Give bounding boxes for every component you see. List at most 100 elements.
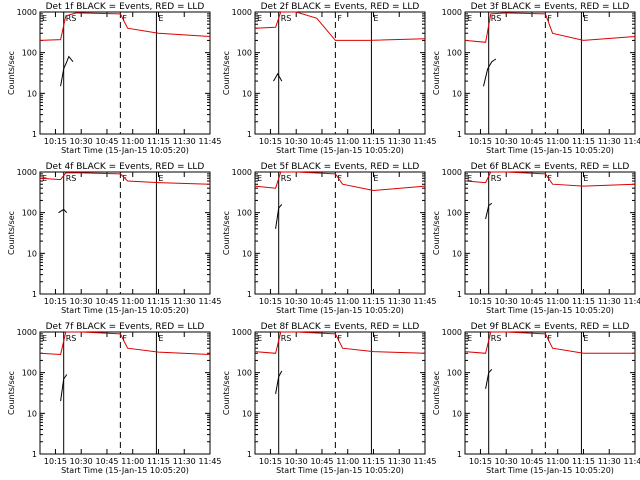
phase-marker-label: F xyxy=(337,334,342,343)
x-tick-label: 11:15 xyxy=(362,297,385,306)
y-axis-label: Counts/sec xyxy=(432,371,441,415)
phase-marker-label: F xyxy=(547,334,552,343)
x-tick-label: 10:15 xyxy=(469,457,492,466)
y-tick-label: 100 xyxy=(22,369,37,378)
y-tick-label: 100 xyxy=(22,49,37,58)
x-tick-label: 11:00 xyxy=(336,457,359,466)
y-axis-label: Counts/sec xyxy=(222,211,231,255)
x-tick-label: 11:00 xyxy=(546,297,569,306)
x-tick-label: 11:00 xyxy=(121,457,144,466)
x-tick-label: 11:15 xyxy=(147,297,170,306)
y-tick-label: 1 xyxy=(247,130,252,139)
lld-series-line xyxy=(254,331,426,354)
phase-marker-label: F xyxy=(337,14,342,23)
events-series-line xyxy=(485,202,493,220)
y-tick-label: 100 xyxy=(237,209,252,218)
events-series-line xyxy=(483,58,497,87)
x-tick-label: 11:30 xyxy=(598,137,621,146)
x-tick-label: 10:15 xyxy=(259,457,282,466)
lld-series-line xyxy=(464,171,636,187)
x-tick-label: 10:30 xyxy=(70,297,93,306)
chart-panel: Det 9f BLACK = Events, RED = LLD 1 10 100 10… xyxy=(432,322,640,475)
x-axis-label: Start Time (15-Jan-15 10:05:20) xyxy=(276,466,404,475)
x-tick-label: 10:45 xyxy=(520,137,543,146)
phase-marker-label: F xyxy=(122,14,127,23)
lld-series-line xyxy=(39,172,211,185)
y-tick-label: 1000 xyxy=(442,168,462,177)
x-tick-label: 11:00 xyxy=(336,137,359,146)
x-tick-label: 10:30 xyxy=(495,137,518,146)
plot-frame xyxy=(464,11,636,135)
phase-marker-label: RS xyxy=(491,174,502,183)
phase-marker-label: E xyxy=(158,334,163,343)
chart-panel: Det 7f BLACK = Events, RED = LLD 1 10 100 10… xyxy=(7,322,222,475)
x-axis-label: Start Time (15-Jan-15 10:05:20) xyxy=(61,466,189,475)
lld-series-line xyxy=(464,331,635,354)
x-tick-label: 11:45 xyxy=(623,297,640,306)
y-axis-label: Counts/sec xyxy=(7,51,16,95)
events-series-line xyxy=(275,204,283,229)
y-tick-label: 1 xyxy=(457,130,462,139)
x-tick-label: 11:15 xyxy=(147,137,170,146)
y-tick-label: 100 xyxy=(22,209,37,218)
x-tick-label: 10:30 xyxy=(495,457,518,466)
phase-marker-label: E xyxy=(467,174,472,183)
plot-frame xyxy=(39,171,211,295)
x-tick-label: 10:15 xyxy=(259,297,282,306)
chart-title: Det 7f BLACK = Events, RED = LLD xyxy=(46,322,205,332)
x-axis-label: Start Time (15-Jan-15 10:05:20) xyxy=(486,466,614,475)
chart-title: Det 5f BLACK = Events, RED = LLD xyxy=(261,162,420,172)
chart-panel: Det 6f BLACK = Events, RED = LLD 1 10 100 10… xyxy=(432,162,640,315)
lld-series-line xyxy=(254,171,426,192)
plot-frame xyxy=(254,171,426,295)
phase-marker-label: F xyxy=(337,174,342,183)
events-series-line xyxy=(58,208,68,214)
y-tick-label: 1 xyxy=(247,450,252,459)
y-axis-label: Counts/sec xyxy=(432,211,441,255)
y-tick-label: 10 xyxy=(452,409,462,418)
y-axis-label: Counts/sec xyxy=(222,51,231,95)
y-axis-label: Counts/sec xyxy=(222,371,231,415)
x-axis-label: Start Time (15-Jan-15 10:05:20) xyxy=(486,306,614,315)
chart-panel: Det 4f BLACK = Events, RED = LLD 1 10 100 10… xyxy=(7,162,222,315)
phase-marker-label: RS xyxy=(281,14,292,23)
y-tick-label: 1 xyxy=(32,450,37,459)
x-tick-label: 11:30 xyxy=(173,297,196,306)
phase-marker-label: RS xyxy=(281,334,292,343)
x-tick-label: 11:45 xyxy=(413,137,436,146)
phase-marker-label: RS xyxy=(491,14,502,23)
y-axis-label: Counts/sec xyxy=(7,371,16,415)
x-tick-label: 10:30 xyxy=(285,457,308,466)
x-axis-label: Start Time (15-Jan-15 10:05:20) xyxy=(61,306,189,315)
y-tick-label: 1 xyxy=(32,290,37,299)
y-tick-label: 100 xyxy=(447,369,462,378)
phase-marker-label: E xyxy=(257,334,262,343)
x-tick-label: 11:15 xyxy=(572,137,595,146)
phase-marker-label: E xyxy=(373,334,378,343)
phase-marker-label: RS xyxy=(66,14,77,23)
y-tick-label: 1000 xyxy=(442,328,462,337)
x-tick-label: 11:00 xyxy=(121,137,144,146)
x-axis-label: Start Time (15-Jan-15 10:05:20) xyxy=(486,146,614,155)
x-tick-label: 10:15 xyxy=(469,297,492,306)
x-tick-label: 11:15 xyxy=(572,457,595,466)
y-tick-label: 10 xyxy=(27,409,37,418)
y-axis-label: Counts/sec xyxy=(7,211,16,255)
x-tick-label: 11:15 xyxy=(362,137,385,146)
phase-marker-label: E xyxy=(257,174,262,183)
events-series-line xyxy=(60,55,74,87)
x-tick-label: 11:45 xyxy=(623,137,640,146)
y-tick-label: 1 xyxy=(247,290,252,299)
y-tick-label: 10 xyxy=(452,89,462,98)
phase-marker-label: E xyxy=(42,334,47,343)
plot-frame xyxy=(254,11,426,135)
x-tick-label: 11:45 xyxy=(198,457,221,466)
events-series-line xyxy=(275,370,283,394)
chart-title: Det 2f BLACK = Events, RED = LLD xyxy=(261,2,420,12)
lld-series-line xyxy=(39,331,211,356)
lld-series-line xyxy=(254,11,426,41)
x-tick-label: 11:30 xyxy=(598,297,621,306)
phase-marker-label: RS xyxy=(491,334,502,343)
